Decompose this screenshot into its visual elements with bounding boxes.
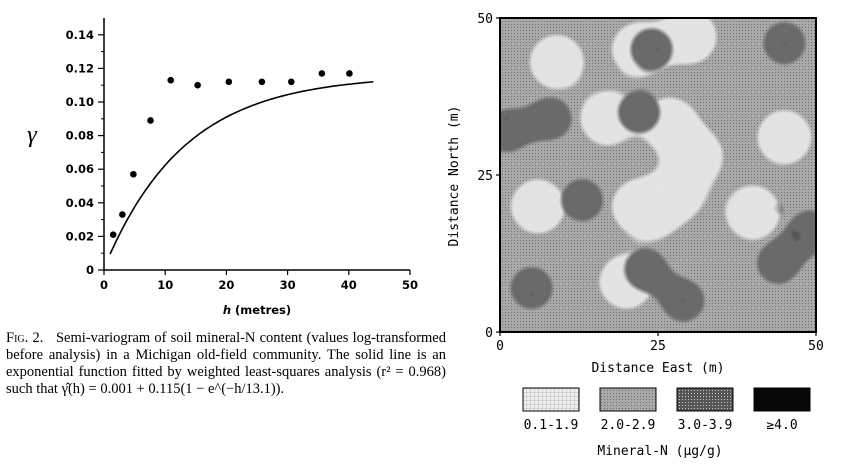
map-region-low [510, 178, 566, 235]
y-tick-label: 0.12 [66, 61, 94, 75]
map-axes: 0 25 50 0 25 50 [477, 12, 823, 354]
map-region-low [661, 18, 718, 65]
map-y-tick-label: 0 [485, 326, 493, 341]
map-region-high [527, 95, 574, 142]
map-region-peak [645, 36, 671, 63]
y-tick-label: 0.10 [66, 95, 94, 109]
data-point [119, 211, 126, 218]
legend-label: 0.1-1.9 [524, 418, 579, 433]
map-region-low [529, 34, 585, 90]
legend-swatch [522, 387, 580, 412]
data-point [346, 70, 353, 77]
legend-swatch [599, 387, 657, 412]
data-point [130, 170, 137, 178]
map-region-peak [765, 193, 791, 220]
x-tick-label: 20 [218, 278, 234, 292]
map-x-tick-label: 0 [496, 339, 504, 354]
legend-label: 3.0-3.9 [678, 418, 733, 433]
variogram-fit [109, 81, 374, 255]
data-point [194, 81, 201, 89]
data-point [225, 78, 233, 86]
map-region-high [559, 177, 605, 223]
variogram-axes: 0 10 20 30 40 50 0 0.02 0.04 0.06 0.08 0.10 0.12 0.14 [66, 18, 418, 292]
variogram-points [109, 70, 353, 239]
legend-swatch [753, 387, 811, 412]
map-contour-regions [500, 18, 816, 332]
x-tick-label: 30 [280, 278, 296, 292]
y-tick-label: 0.14 [66, 28, 94, 42]
y-tick-label: 0.06 [66, 162, 94, 176]
legend-label: ≥4.0 [766, 418, 797, 433]
x-tick-label: 40 [341, 278, 357, 292]
data-point [287, 78, 295, 86]
map-region-peak [500, 105, 519, 132]
caption-label: Fig. 2. [6, 330, 44, 346]
map-legend: 0.1-1.9 2.0-2.9 3.0-3.9 ≥4.0 [522, 387, 811, 433]
data-point [147, 117, 154, 124]
map-region-high [616, 89, 662, 135]
fit-curve [109, 81, 374, 255]
map-region-peak [670, 287, 696, 314]
mineral-n-map: 0 25 50 0 25 50 Distance East (m) Distance No… [447, 12, 824, 459]
data-point [167, 76, 175, 84]
y-tick-label: 0.08 [66, 129, 94, 143]
variogram-y-axis-label: γ [27, 122, 37, 148]
map-y-axis-label: Distance North (m) [447, 106, 462, 247]
map-region-peak [784, 225, 810, 251]
y-tick-label: 0.02 [66, 229, 94, 243]
map-x-axis-label: Distance East (m) [591, 361, 724, 376]
variogram-x-axis-label: h (metres) [223, 303, 291, 317]
map-x-tick-label: 25 [650, 339, 666, 354]
data-point [109, 231, 117, 239]
data-point [318, 70, 326, 77]
x-tick-label: 0 [100, 278, 108, 292]
map-x-tick-label: 50 [808, 339, 824, 354]
map-y-tick-label: 25 [477, 169, 493, 184]
figure-caption: Fig. 2. Semi-variogram of soil mineral-N… [6, 330, 446, 398]
caption-text: Semi-variogram of soil mineral-N content… [6, 330, 446, 397]
map-region-low [611, 178, 667, 235]
map-y-tick-label: 50 [477, 12, 493, 27]
y-tick-label: 0.04 [66, 196, 94, 210]
legend-swatch [676, 387, 734, 412]
map-region-high [622, 246, 669, 292]
legend-label: 2.0-2.9 [601, 418, 656, 433]
map-region-low [756, 109, 813, 166]
variogram-chart: 0 10 20 30 40 50 0 0.02 0.04 0.06 0.08 0.10 0.12 0.14… [27, 18, 418, 317]
map-layer-peak [500, 30, 810, 314]
x-tick-label: 10 [157, 278, 173, 292]
data-point [258, 78, 266, 86]
map-legend-title: Mineral-N (μg/g) [597, 444, 722, 459]
map-region-peak [771, 30, 798, 56]
map-region-high [755, 240, 801, 286]
map-region-low [724, 184, 781, 241]
x-tick-label: 50 [402, 278, 418, 292]
y-tick-label: 0 [86, 263, 94, 277]
map-region-peak [518, 281, 545, 307]
